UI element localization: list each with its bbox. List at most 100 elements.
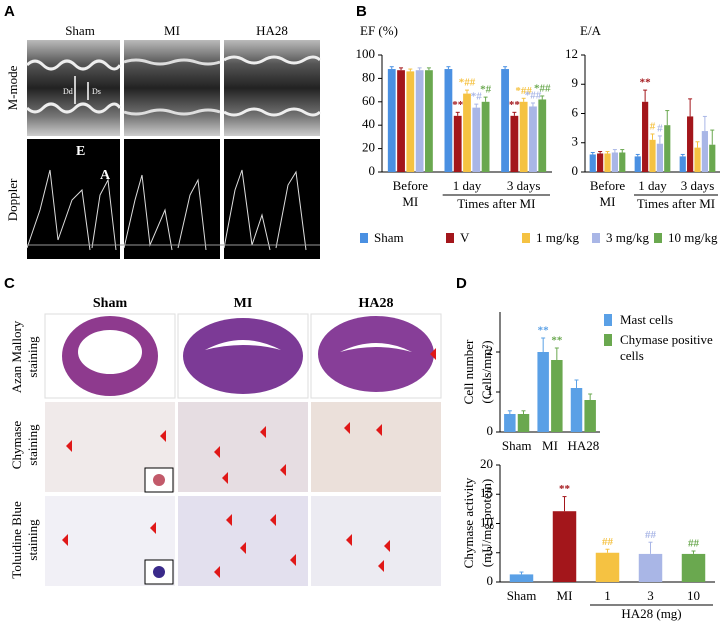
- legend-label: 1 mg/kg: [536, 230, 579, 245]
- y-axis-label: Cell number: [461, 339, 476, 404]
- bar: [517, 414, 530, 432]
- significance-label: *##: [525, 90, 542, 102]
- bar: [679, 156, 686, 172]
- column-label: Sham: [65, 23, 95, 38]
- m-mode-mark: Ds: [92, 87, 101, 96]
- legend-label: Mast cells: [620, 312, 674, 327]
- x-tick-label: MI: [402, 194, 418, 209]
- bar: [595, 552, 620, 582]
- bar: [529, 106, 537, 172]
- x-tick-label: 3 days: [507, 178, 541, 193]
- bar: [387, 69, 396, 172]
- significance-label: ##: [645, 529, 657, 541]
- x-tick-label: HA28: [567, 438, 599, 453]
- legend-item: Chymase positive cells: [604, 332, 722, 364]
- bar: [611, 152, 618, 172]
- x-tick-label: Before: [590, 178, 626, 193]
- y-axis-label: (Cells/mm²): [479, 340, 494, 403]
- significance-label: **: [551, 335, 563, 347]
- bar: [584, 400, 596, 432]
- x-tick-label: 10: [687, 588, 700, 603]
- y-tick-label: 20: [480, 456, 493, 471]
- bar: [656, 143, 663, 172]
- x-tick-label: 1 day: [638, 178, 667, 193]
- y-tick-label: 0: [572, 163, 579, 178]
- y-axis-label: (mU/mg protein): [479, 479, 494, 567]
- legend-label: Chymase positive cells: [620, 332, 713, 363]
- bar: [597, 153, 604, 172]
- x-tick-label: 3: [647, 588, 654, 603]
- row-label: Chymase: [9, 421, 24, 470]
- column-label: Sham: [93, 296, 128, 311]
- x-tick-label: Sham: [507, 588, 537, 603]
- panel-letter: C: [4, 275, 15, 292]
- legend-label: Sham: [374, 230, 404, 245]
- x-tick-label: 1 day: [453, 178, 482, 193]
- bar: [538, 99, 547, 172]
- column-label: HA28: [256, 23, 288, 38]
- y-tick-label: 2: [487, 343, 494, 358]
- y-tick-label: 80: [362, 69, 375, 84]
- x-tick-label: MI: [542, 438, 558, 453]
- bar: [504, 414, 516, 432]
- y-tick-label: 3: [572, 134, 579, 149]
- x-axis-label: Times after MI: [637, 196, 715, 211]
- y-tick-label: 0: [487, 573, 494, 588]
- bar: [510, 115, 519, 172]
- y-axis-label: EF (%): [360, 23, 398, 38]
- bar: [501, 69, 509, 172]
- legend: Mast cells Chymase positive cells: [604, 312, 722, 368]
- bar: [709, 144, 716, 172]
- row-label: Azan Mallory: [9, 320, 24, 393]
- histology-images: [44, 313, 442, 586]
- significance-label: *#: [471, 91, 483, 103]
- doppler-mark: A: [100, 168, 111, 183]
- y-tick-label: 5: [487, 544, 494, 559]
- bar: [552, 511, 577, 582]
- doppler-mark: E: [76, 144, 85, 159]
- x-tick-label: MI: [557, 588, 573, 603]
- y-tick-label: 100: [356, 46, 376, 61]
- bar: [619, 152, 626, 172]
- bar: [638, 553, 663, 582]
- bar: [415, 70, 424, 172]
- panel-letter: B: [356, 3, 367, 20]
- bar: [444, 69, 453, 172]
- row-label: M-mode: [5, 65, 20, 110]
- bar: [589, 154, 596, 172]
- significance-label: **: [559, 483, 571, 495]
- y-axis-label: Chymase activity: [461, 477, 476, 568]
- bar: [509, 574, 534, 582]
- legend-item: Mast cells: [604, 312, 722, 328]
- row-label: staining: [25, 336, 40, 378]
- column-label: MI: [164, 23, 180, 38]
- y-tick-label: 60: [362, 93, 375, 108]
- row-label: staining: [25, 424, 40, 466]
- y-tick-label: 1: [487, 383, 494, 398]
- y-tick-label: 40: [362, 116, 375, 131]
- significance-label: *##: [534, 82, 551, 94]
- bar: [425, 70, 433, 172]
- column-label: MI: [234, 296, 253, 311]
- panel-letter: A: [4, 3, 15, 20]
- significance-label: #: [657, 122, 663, 134]
- row-label: Toluidine Blue: [9, 501, 24, 579]
- significance-label: *##: [459, 77, 476, 89]
- bar: [519, 101, 528, 172]
- bar: [642, 101, 649, 172]
- significance-label: *##: [515, 85, 532, 97]
- y-tick-label: 20: [362, 140, 375, 155]
- legend-swatch: [592, 233, 600, 243]
- y-tick-label: 10: [480, 514, 493, 529]
- legend-label: V: [460, 230, 470, 245]
- m-mode-mark: Dd: [63, 87, 73, 96]
- bar: [687, 116, 694, 172]
- significance-label: #: [650, 121, 656, 133]
- bar: [649, 139, 656, 172]
- significance-label: **: [509, 99, 521, 111]
- x-axis-label: HA28 (mg): [621, 606, 681, 621]
- panel-letter: D: [456, 275, 467, 292]
- column-label: HA28: [359, 296, 394, 311]
